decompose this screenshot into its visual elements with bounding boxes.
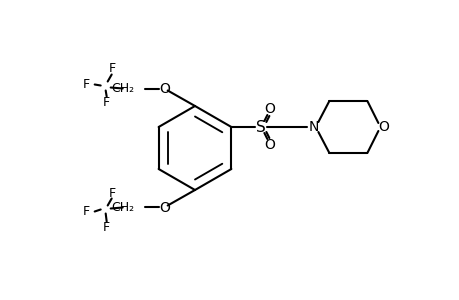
Text: N: N xyxy=(308,120,318,134)
Text: O: O xyxy=(377,120,388,134)
Text: O: O xyxy=(159,200,170,214)
Text: CH₂: CH₂ xyxy=(112,201,134,214)
Text: S: S xyxy=(256,119,266,134)
Text: F: F xyxy=(83,205,90,218)
Text: O: O xyxy=(263,102,274,116)
Text: F: F xyxy=(83,78,90,91)
Text: F: F xyxy=(109,187,116,200)
Text: CH₂: CH₂ xyxy=(112,82,134,95)
Text: O: O xyxy=(263,138,274,152)
Text: O: O xyxy=(159,82,170,95)
Text: F: F xyxy=(109,62,116,75)
Text: F: F xyxy=(103,96,110,109)
Text: F: F xyxy=(103,221,110,234)
